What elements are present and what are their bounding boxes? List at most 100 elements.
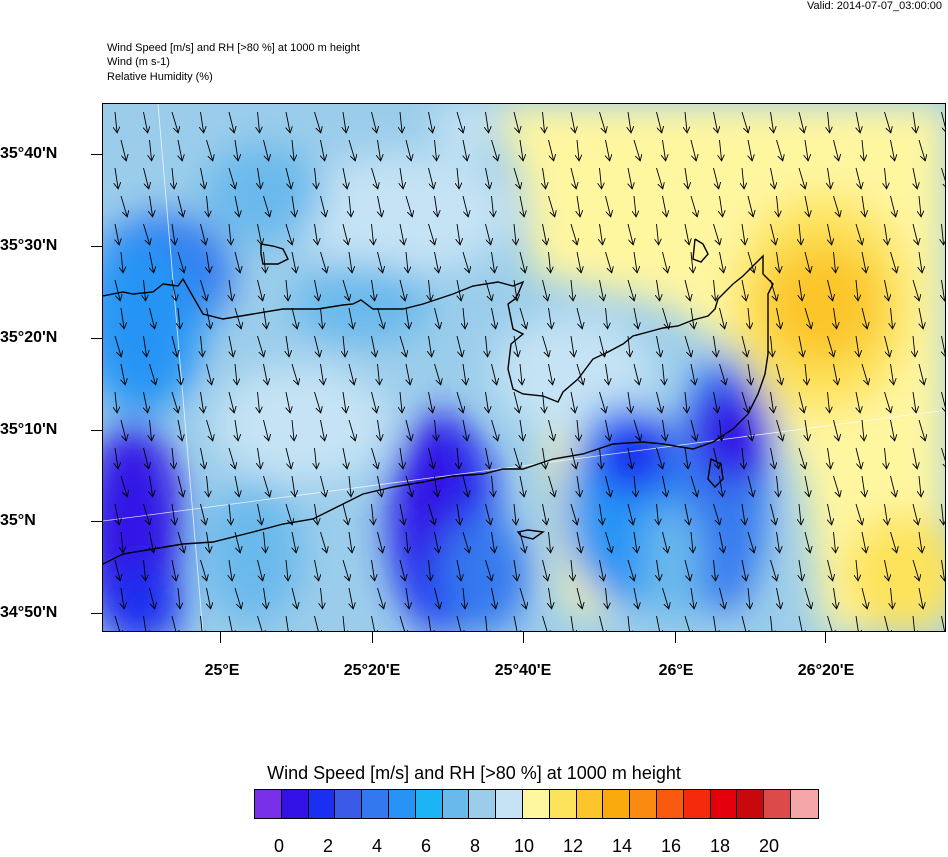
lon-label: 26°E — [658, 662, 694, 679]
wind-arrow — [115, 167, 118, 188]
wind-arrow — [314, 615, 320, 631]
wind-arrow — [885, 559, 889, 580]
wind-arrow — [633, 139, 640, 160]
wind-arrow — [548, 475, 555, 496]
wind-arrow — [399, 559, 405, 580]
wind-arrow — [714, 615, 717, 631]
wind-arrow — [400, 447, 403, 468]
wind-arrow — [663, 363, 665, 384]
wind-arrow — [657, 615, 661, 631]
wind-arrow — [684, 335, 691, 356]
wind-arrow — [257, 335, 264, 356]
wind-arrow — [942, 559, 945, 580]
wind-arrow — [144, 559, 146, 580]
wind-arrow — [690, 475, 697, 496]
wind-arrow — [634, 251, 637, 272]
wind-arrow — [833, 419, 839, 440]
wind-arrow — [891, 587, 893, 608]
wind-arrow — [827, 335, 834, 356]
wind-arrow — [884, 615, 890, 631]
wind-arrow — [348, 419, 355, 440]
wind-arrow — [884, 111, 891, 132]
wind-arrow — [599, 111, 606, 132]
wind-arrow — [606, 363, 609, 384]
wind-arrow — [286, 335, 289, 356]
wind-arrow — [514, 615, 518, 631]
wind-arrow — [228, 111, 234, 132]
colorbar-swatch — [442, 790, 470, 818]
wind-arrow — [776, 139, 783, 160]
wind-arrow — [685, 167, 688, 188]
colorbar-swatch — [415, 790, 443, 818]
wind-arrow — [600, 503, 603, 524]
wind-arrow — [486, 111, 489, 132]
wind-arrow — [771, 167, 775, 188]
wind-arrow — [435, 251, 439, 272]
wind-arrow — [292, 475, 295, 496]
wind-arrow — [520, 139, 523, 160]
wind-arrow — [200, 503, 206, 524]
wind-arrow — [315, 223, 318, 244]
wind-arrow — [178, 307, 180, 328]
wind-arrow — [229, 279, 232, 300]
wind-arrow — [942, 335, 945, 356]
wind-arrow — [263, 139, 269, 160]
wind-arrow — [662, 251, 668, 272]
wind-arrow — [435, 195, 438, 216]
wind-arrow — [577, 419, 579, 440]
wind-arrow — [634, 475, 636, 496]
wind-arrow — [485, 223, 491, 244]
lon-tick — [523, 632, 524, 643]
wind-arrow — [114, 335, 121, 356]
wind-arrow — [571, 111, 575, 132]
lon-tick — [220, 632, 221, 643]
wind-arrow — [777, 531, 780, 552]
wind-arrow — [349, 587, 353, 608]
wind-arrow — [663, 195, 667, 216]
wind-vectors — [114, 111, 945, 631]
wind-arrow — [462, 195, 468, 216]
wind-arrow — [206, 139, 213, 160]
wind-arrow — [462, 531, 469, 552]
wind-arrow — [634, 587, 638, 608]
wind-arrow — [172, 503, 175, 524]
wind-arrow — [400, 111, 402, 132]
wind-arrow — [206, 419, 213, 440]
wind-arrow — [890, 475, 896, 496]
wind-arrow — [833, 475, 840, 496]
colorbar-label: 10 — [513, 836, 535, 856]
wind-arrow — [833, 195, 840, 216]
wind-arrow — [834, 251, 836, 272]
colorbar-swatch — [576, 790, 604, 818]
wind-arrow — [513, 391, 519, 412]
wind-arrow — [257, 559, 263, 580]
wind-arrow — [634, 195, 636, 216]
wind-arrow — [372, 223, 374, 244]
wind-arrow — [657, 559, 660, 580]
wind-arrow — [428, 447, 434, 468]
wind-arrow — [372, 615, 376, 631]
wind-arrow — [150, 195, 153, 216]
wind-arrow — [150, 419, 152, 440]
wind-arrow — [913, 335, 915, 356]
wind-arrow — [805, 475, 809, 496]
wind-arrow — [492, 475, 494, 496]
colorbar-label: 18 — [709, 836, 731, 856]
lat-label: 34°50'N — [0, 604, 58, 621]
wind-arrow — [804, 251, 810, 272]
wind-arrow — [201, 447, 205, 468]
wind-arrow — [120, 139, 126, 160]
wind-arrow — [321, 307, 323, 328]
wind-arrow — [862, 195, 865, 216]
wind-arrow — [684, 279, 690, 300]
wind-arrow — [513, 111, 519, 132]
wind-arrow — [691, 363, 695, 384]
wind-arrow — [378, 475, 382, 496]
wind-arrow — [777, 475, 779, 496]
colorbar-swatch — [362, 790, 389, 818]
wind-arrow — [570, 503, 577, 524]
wind-arrow — [747, 195, 753, 216]
wind-arrow — [913, 447, 917, 468]
wind-arrow — [885, 167, 887, 188]
wind-arrow — [913, 167, 917, 188]
